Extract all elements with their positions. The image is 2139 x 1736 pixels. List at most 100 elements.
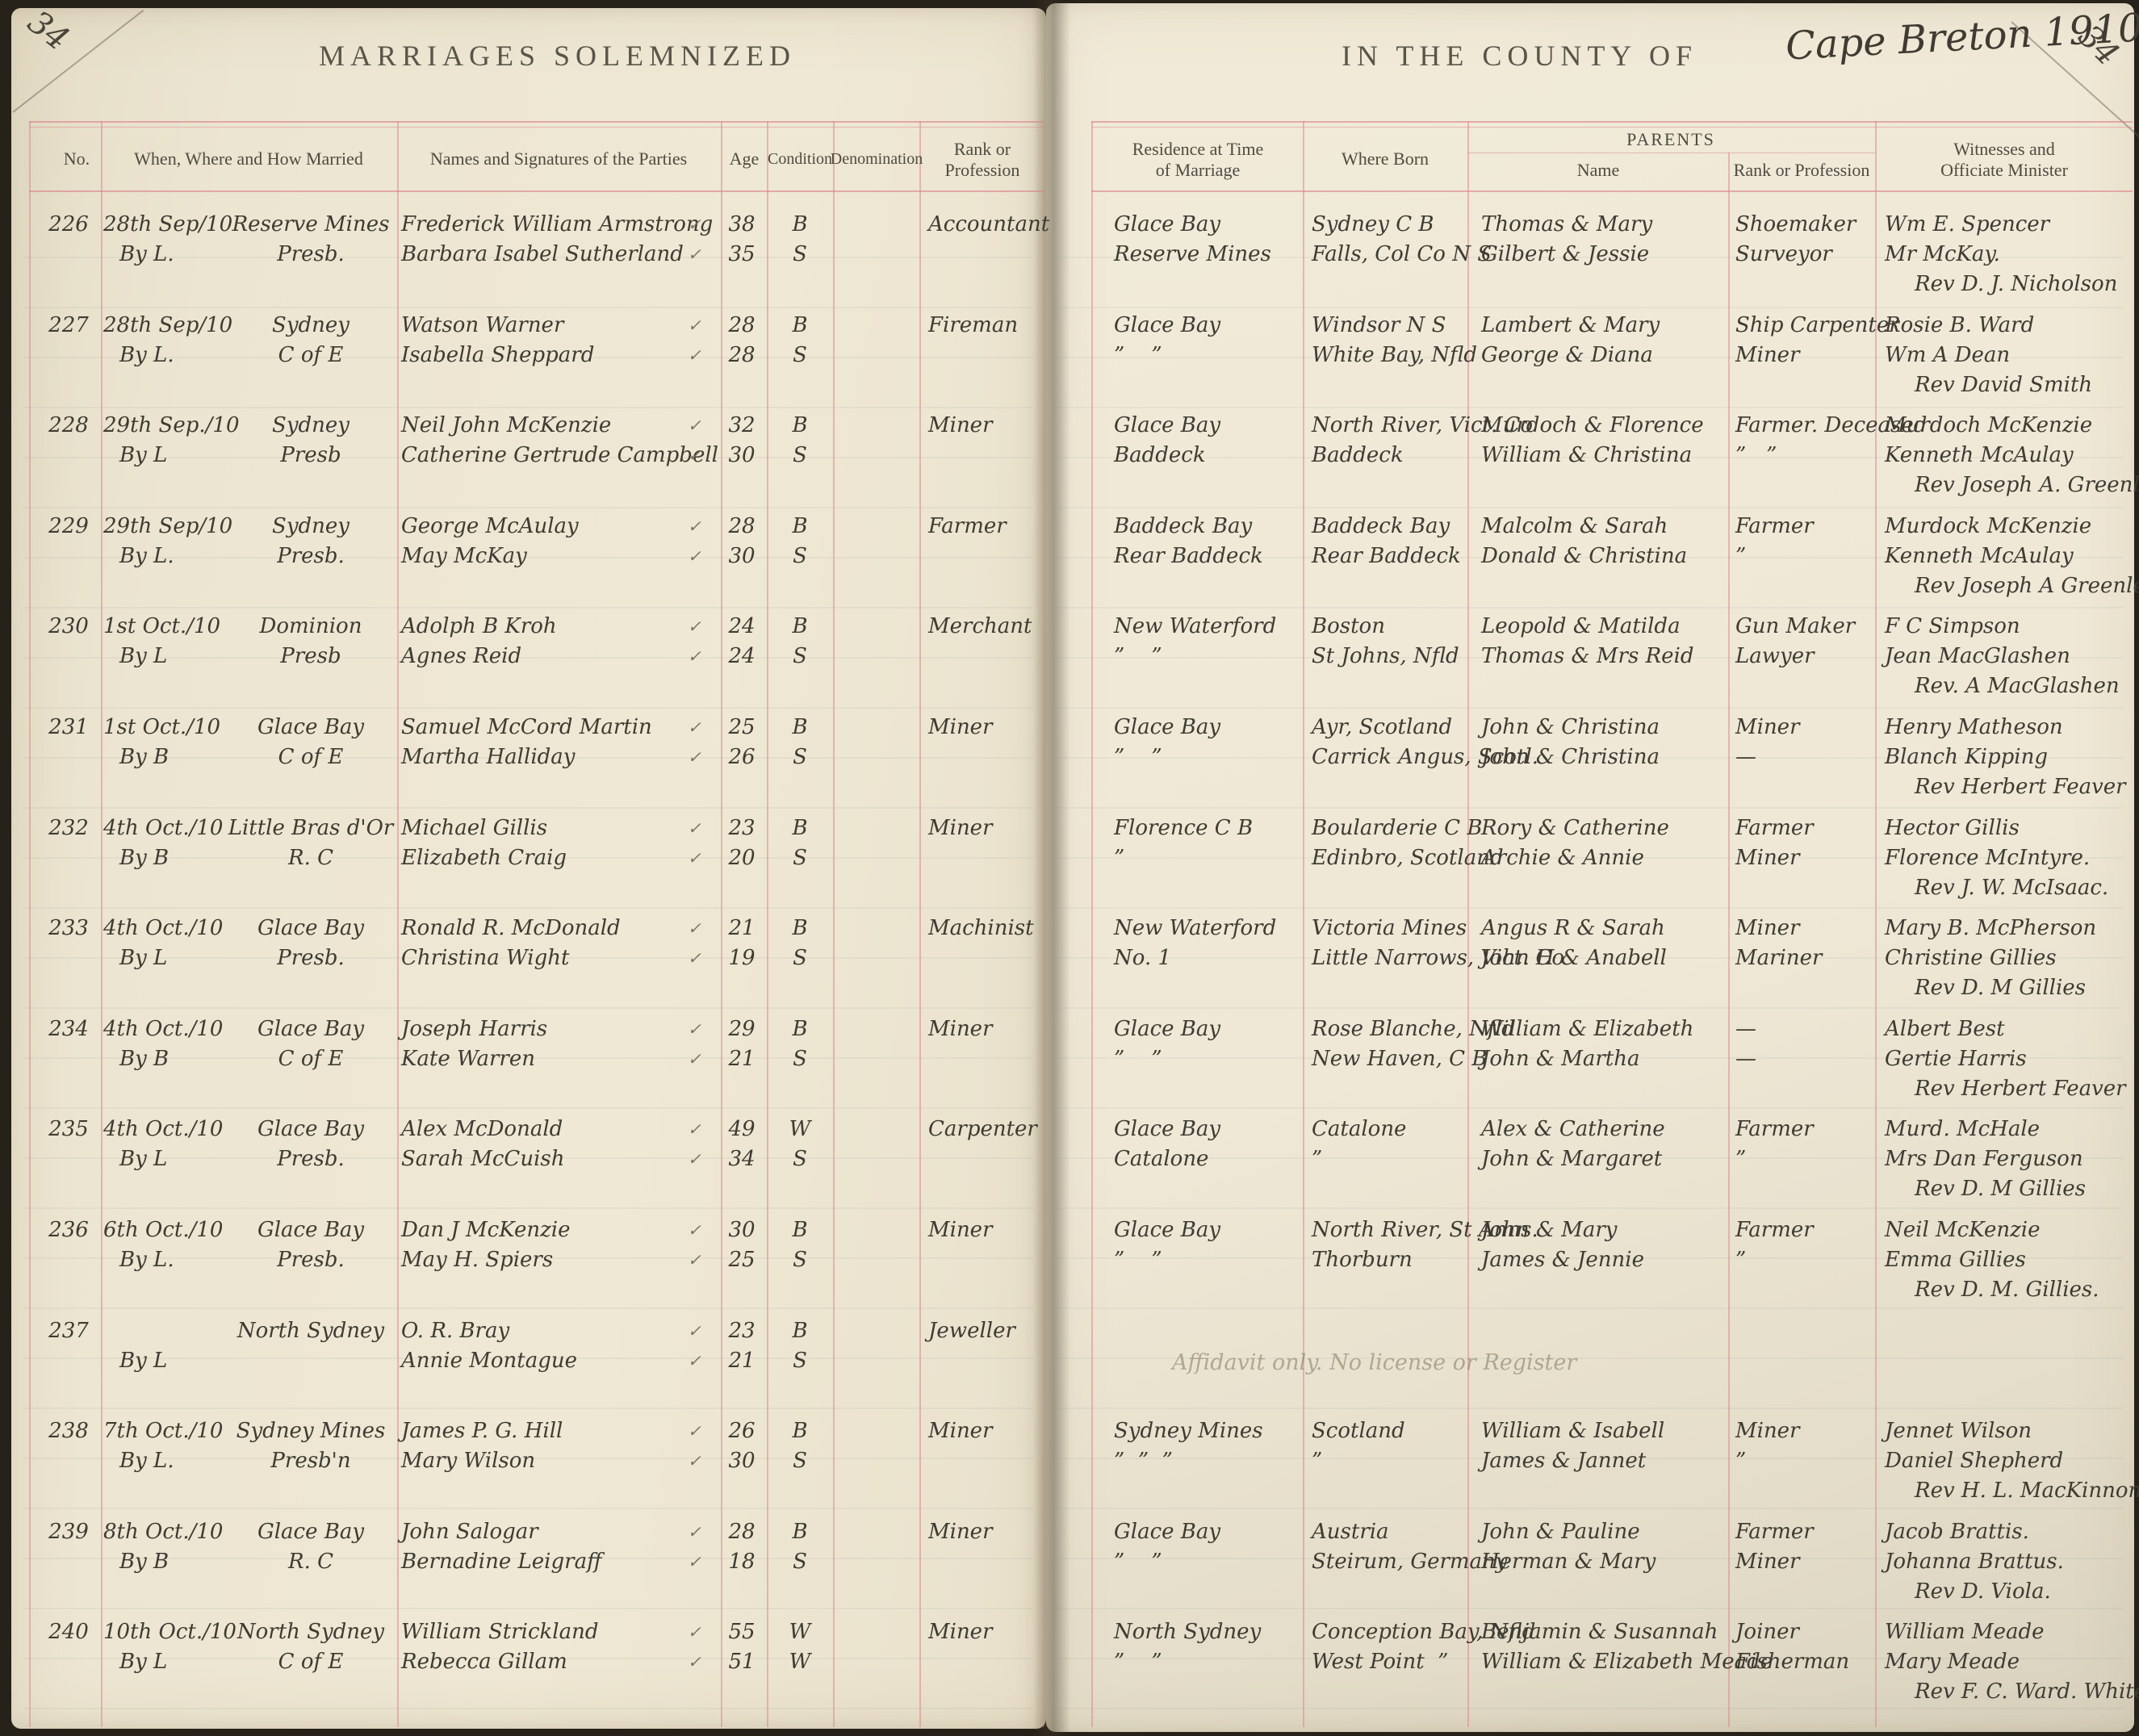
left-page	[11, 8, 1046, 1729]
groom-profession: Machinist	[928, 916, 1034, 940]
header-bottom-rule	[29, 190, 1044, 192]
right-page	[1046, 3, 2134, 1732]
bride-birthplace: St Johns, Nfld	[1312, 644, 1459, 668]
groom-name: Adolph B Kroh	[401, 614, 557, 638]
checkmark: ✓	[688, 245, 701, 264]
record-denomination: Presb.	[277, 1248, 345, 1272]
bride-parents-profession: Fisherman	[1735, 1650, 1850, 1674]
bride-condition: S	[793, 644, 807, 668]
bride-name: Sarah McCuish	[401, 1147, 565, 1171]
record-place: Dominion	[259, 614, 362, 638]
col-header-born: Where Born	[1341, 149, 1429, 169]
record-method: By B	[119, 846, 170, 870]
bride-condition: S	[793, 343, 807, 367]
bride-parents-profession: ”	[1735, 1449, 1747, 1473]
bride-age: 25	[728, 1248, 756, 1272]
record-date: 1st Oct./10	[103, 614, 221, 638]
officiating-minister: Rev D. Viola.	[1915, 1579, 2051, 1604]
groom-birthplace: North River, St Anns.	[1312, 1218, 1538, 1242]
record-method: By B	[119, 745, 170, 769]
groom-name: Ronald R. McDonald	[401, 916, 621, 940]
record-method: By L.	[119, 1248, 174, 1272]
record-date: 29th Sep/10	[103, 514, 233, 538]
groom-parents-names: John & Mary	[1481, 1218, 1618, 1242]
bride-parents-profession: Miner	[1735, 846, 1800, 870]
bride-age: 28	[728, 343, 756, 367]
witness-name: Albert Best	[1885, 1017, 2005, 1041]
groom-name: Frederick William Armstrong	[401, 212, 714, 236]
record-method: By L	[119, 946, 168, 970]
groom-condition: B	[792, 313, 808, 337]
column-divider	[1467, 121, 1469, 1727]
groom-parents-names: John & Christina	[1481, 715, 1660, 739]
bride-residence: Reserve Mines	[1114, 242, 1271, 266]
bride-age: 20	[728, 846, 756, 870]
officiating-minister: Rev Herbert Feaver	[1915, 1077, 2126, 1101]
bride-parents-names: Herman & Mary	[1481, 1550, 1656, 1574]
bride-parents-profession: Lawyer	[1735, 644, 1815, 668]
bride-birthplace: White Bay, Nfld	[1312, 343, 1477, 367]
bride-condition: S	[793, 443, 807, 467]
checkmark: ✓	[688, 1220, 701, 1240]
record-place: Sydney Mines	[236, 1419, 386, 1443]
groom-residence: Glace Bay	[1114, 1017, 1221, 1041]
right-page-title: IN THE COUNTY OF	[1342, 40, 1697, 72]
record-denomination: Presb.	[277, 544, 345, 568]
bride-residence: ” ”	[1114, 1650, 1162, 1674]
bride-residence: ” ”	[1114, 343, 1162, 367]
groom-residence: Glace Bay	[1114, 1520, 1221, 1544]
bride-name: May H. Spiers	[401, 1248, 554, 1272]
witness-name: Henry Matheson	[1885, 715, 2063, 739]
col-header-age: Age	[729, 149, 760, 169]
record-no: 237	[48, 1319, 89, 1343]
bride-residence: No. 1	[1114, 946, 1172, 970]
bride-condition: S	[793, 1147, 807, 1171]
record-no: 238	[48, 1419, 89, 1443]
record-method: By L.	[119, 242, 174, 266]
groom-condition: B	[792, 1520, 808, 1544]
checkmark: ✓	[688, 1622, 701, 1642]
bride-name: Isabella Sheppard	[401, 343, 595, 367]
bride-parents-names: Donald & Christina	[1481, 544, 1688, 568]
bride-name: Bernadine Leigraff	[401, 1550, 602, 1574]
groom-age: 21	[728, 916, 756, 940]
book-gutter	[1033, 0, 1070, 1736]
groom-condition: B	[792, 614, 808, 638]
record-place: Glace Bay	[257, 1218, 365, 1242]
bride-residence: ” ”	[1114, 1550, 1162, 1574]
record-date: 10th Oct./10	[103, 1620, 237, 1644]
record-denomination: Presb'n	[270, 1449, 351, 1473]
record-place: Sydney	[272, 514, 350, 538]
groom-age: 24	[728, 614, 756, 638]
record-no: 231	[48, 715, 89, 739]
bride-parents-names: William & Elizabeth Meade	[1481, 1650, 1773, 1674]
bride-birthplace: ”	[1312, 1449, 1323, 1473]
witness-name: Blanch Kipping	[1885, 745, 2048, 769]
record-no: 236	[48, 1218, 89, 1242]
record-place: Sydney	[272, 413, 350, 437]
groom-birthplace: Sydney C B	[1312, 212, 1434, 236]
checkmark: ✓	[688, 1321, 701, 1341]
groom-name: Samuel McCord Martin	[401, 715, 652, 739]
groom-birthplace: Austria	[1312, 1520, 1389, 1544]
groom-profession: Miner	[928, 1017, 993, 1041]
col-header-no: No.	[63, 149, 90, 169]
witness-name: Gertie Harris	[1885, 1047, 2027, 1071]
groom-condition: B	[792, 1319, 808, 1343]
groom-name: Neil John McKenzie	[401, 413, 612, 437]
column-divider	[767, 121, 768, 1727]
bride-age: 21	[728, 1349, 756, 1373]
checkmark: ✓	[688, 517, 701, 536]
col-header-when: When, Where and How Married	[134, 149, 363, 169]
witness-name: Kenneth McAulay	[1885, 544, 2074, 568]
record-date: 4th Oct./10	[103, 1017, 224, 1041]
witness-name: Christine Gillies	[1885, 946, 2057, 970]
column-divider	[919, 121, 921, 1727]
left-page-title: MARRIAGES SOLEMNIZED	[319, 40, 797, 72]
groom-condition: B	[792, 212, 808, 236]
groom-residence: Baddeck Bay	[1114, 514, 1253, 538]
record-method: By L	[119, 1147, 168, 1171]
ledger-rules-left	[24, 208, 1033, 1726]
record-date: 7th Oct./10	[103, 1419, 224, 1443]
bride-age: 24	[728, 644, 756, 668]
